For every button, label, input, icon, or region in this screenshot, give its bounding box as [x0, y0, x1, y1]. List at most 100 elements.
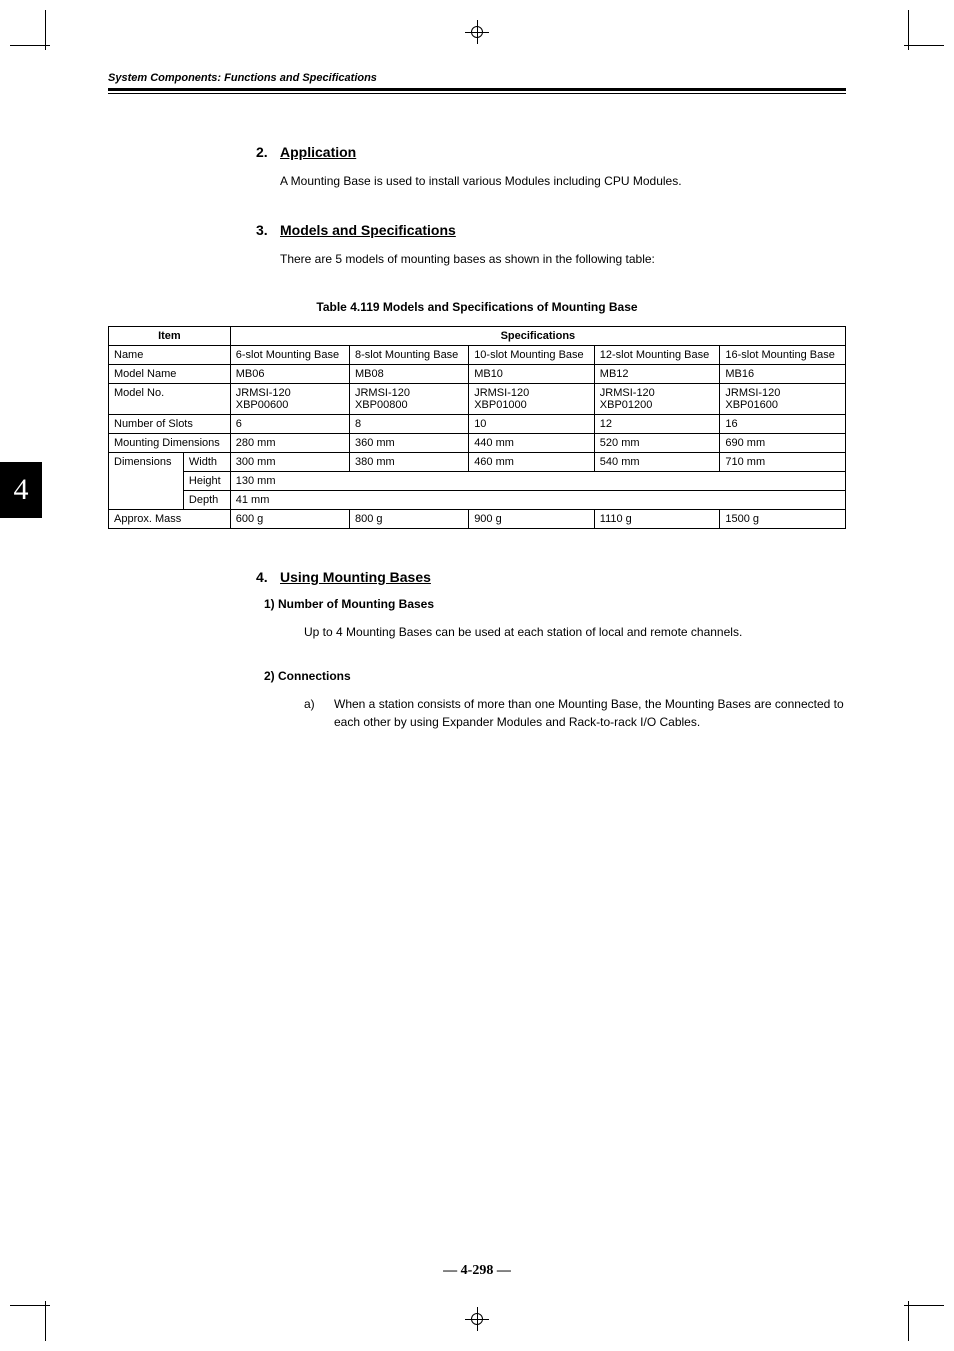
cell-modelno-label: Model No. — [109, 384, 231, 415]
table-row: Mounting Dimensions 280 mm 360 mm 440 mm… — [109, 434, 846, 453]
cell: MB12 — [594, 365, 720, 384]
table-row: Model No. JRMSI-120XBP00600 JRMSI-120XBP… — [109, 384, 846, 415]
cell-line: XBP00800 — [355, 399, 408, 411]
cell: 16-slot Mounting Base — [720, 346, 846, 365]
cell: 6-slot Mounting Base — [230, 346, 349, 365]
cell: 6 — [230, 415, 349, 434]
table-row: Depth 41 mm — [109, 491, 846, 510]
cell: 710 mm — [720, 453, 846, 472]
cell-depth-label: Depth — [183, 491, 230, 510]
cell: MB06 — [230, 365, 349, 384]
cell: 280 mm — [230, 434, 349, 453]
section-3-num: 3. — [256, 222, 280, 238]
cell: 520 mm — [594, 434, 720, 453]
list-item-a: a) When a station consists of more than … — [304, 695, 846, 731]
cell-line: XBP01000 — [474, 399, 527, 411]
cell-mass-label: Approx. Mass — [109, 510, 231, 529]
cell: 300 mm — [230, 453, 349, 472]
cell: MB16 — [720, 365, 846, 384]
cell: 130 mm — [230, 472, 845, 491]
section-2-title: Application — [280, 144, 356, 160]
table-header-row: Item Specifications — [109, 327, 846, 346]
page-content: System Components: Functions and Specifi… — [108, 72, 846, 1279]
section-2-body: A Mounting Base is used to install vario… — [280, 172, 846, 190]
section-4-title: Using Mounting Bases — [280, 569, 431, 585]
list-marker-a: a) — [304, 695, 334, 731]
spec-table-wrapper: Item Specifications Name 6-slot Mounting… — [108, 326, 846, 529]
crop-mark-bl — [10, 1291, 60, 1341]
cell: JRMSI-120XBP01200 — [594, 384, 720, 415]
table-row: Name 6-slot Mounting Base 8-slot Mountin… — [109, 346, 846, 365]
page-number: — 4-298 — — [108, 1263, 846, 1279]
cell: 16 — [720, 415, 846, 434]
cell: 540 mm — [594, 453, 720, 472]
section-4-num: 4. — [256, 569, 280, 585]
cell: 8-slot Mounting Base — [349, 346, 468, 365]
cell: 10 — [469, 415, 595, 434]
registration-mark-bottom — [465, 1307, 489, 1331]
header-rule — [108, 93, 846, 94]
cell-line: XBP00600 — [236, 399, 289, 411]
cell: 1110 g — [594, 510, 720, 529]
cell: 380 mm — [349, 453, 468, 472]
th-specs: Specifications — [230, 327, 845, 346]
cell: 8 — [349, 415, 468, 434]
cell: 12-slot Mounting Base — [594, 346, 720, 365]
cell-line: XBP01200 — [600, 399, 653, 411]
cell-width-label: Width — [183, 453, 230, 472]
cell-line: JRMSI-120 — [355, 387, 410, 399]
cell-height-label: Height — [183, 472, 230, 491]
table-row: Number of Slots 6 8 10 12 16 — [109, 415, 846, 434]
crop-mark-tl — [10, 10, 60, 60]
crop-mark-br — [894, 1291, 944, 1341]
cell-name-label: Name — [109, 346, 231, 365]
cell: JRMSI-120XBP00800 — [349, 384, 468, 415]
table-caption: Table 4.119 Models and Specifications of… — [108, 300, 846, 314]
section-3-heading: 3. Models and Specifications — [256, 222, 846, 238]
table-row: Approx. Mass 600 g 800 g 900 g 1110 g 15… — [109, 510, 846, 529]
cell: 41 mm — [230, 491, 845, 510]
cell-mountdim-label: Mounting Dimensions — [109, 434, 231, 453]
cell: 460 mm — [469, 453, 595, 472]
cell-line: JRMSI-120 — [474, 387, 529, 399]
cell: JRMSI-120XBP01600 — [720, 384, 846, 415]
cell-line: JRMSI-120 — [236, 387, 291, 399]
spec-table: Item Specifications Name 6-slot Mounting… — [108, 326, 846, 529]
subsection-4-1-title: 1) Number of Mounting Bases — [264, 597, 846, 611]
cell: 440 mm — [469, 434, 595, 453]
cell: JRMSI-120XBP00600 — [230, 384, 349, 415]
table-row: Dimensions Width 300 mm 380 mm 460 mm 54… — [109, 453, 846, 472]
content-area: 2. Application A Mounting Base is used t… — [108, 144, 846, 731]
section-2-heading: 2. Application — [256, 144, 846, 160]
cell-line: XBP01600 — [725, 399, 778, 411]
cell: JRMSI-120XBP01000 — [469, 384, 595, 415]
cell: 800 g — [349, 510, 468, 529]
cell: 10-slot Mounting Base — [469, 346, 595, 365]
cell: MB10 — [469, 365, 595, 384]
section-2-num: 2. — [256, 144, 280, 160]
list-text-a: When a station consists of more than one… — [334, 695, 846, 731]
cell: MB08 — [349, 365, 468, 384]
cell: 12 — [594, 415, 720, 434]
registration-mark-top — [465, 20, 489, 44]
th-item: Item — [109, 327, 231, 346]
table-row: Model Name MB06 MB08 MB10 MB12 MB16 — [109, 365, 846, 384]
cell: 360 mm — [349, 434, 468, 453]
section-3-body: There are 5 models of mounting bases as … — [280, 250, 846, 268]
cell: 600 g — [230, 510, 349, 529]
cell: 900 g — [469, 510, 595, 529]
section-4-heading: 4. Using Mounting Bases — [256, 569, 846, 585]
cell-line: JRMSI-120 — [600, 387, 655, 399]
cell: 690 mm — [720, 434, 846, 453]
cell: 1500 g — [720, 510, 846, 529]
section-3-title: Models and Specifications — [280, 222, 456, 238]
cell-dim-label: Dimensions — [109, 453, 184, 510]
table-row: Height 130 mm — [109, 472, 846, 491]
cell-modelname-label: Model Name — [109, 365, 231, 384]
subsection-4-2-title: 2) Connections — [264, 669, 846, 683]
crop-mark-tr — [894, 10, 944, 60]
subsection-4-1-body: Up to 4 Mounting Bases can be used at ea… — [304, 623, 846, 641]
cell-slots-label: Number of Slots — [109, 415, 231, 434]
cell-line: JRMSI-120 — [725, 387, 780, 399]
running-header: System Components: Functions and Specifi… — [108, 72, 846, 91]
